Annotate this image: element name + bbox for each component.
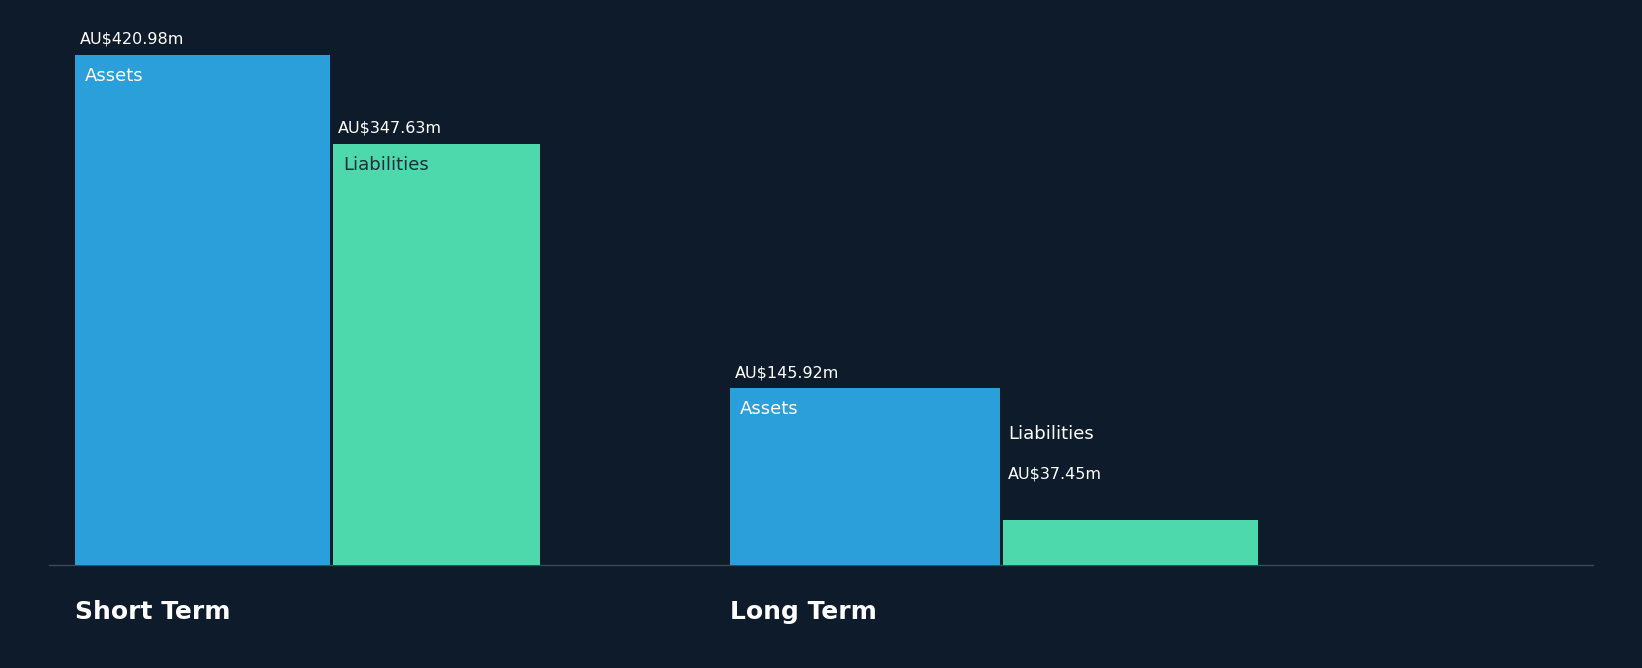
Text: AU$145.92m: AU$145.92m xyxy=(736,365,839,380)
Text: AU$420.98m: AU$420.98m xyxy=(80,32,184,47)
Bar xyxy=(1003,520,1258,565)
Bar xyxy=(731,388,1000,565)
Text: Assets: Assets xyxy=(741,400,798,418)
Text: AU$347.63m: AU$347.63m xyxy=(338,121,442,136)
Text: Liabilities: Liabilities xyxy=(1008,425,1094,443)
Text: AU$37.45m: AU$37.45m xyxy=(1008,466,1102,481)
Text: Assets: Assets xyxy=(85,67,143,85)
Bar xyxy=(76,55,330,565)
Text: Long Term: Long Term xyxy=(731,600,877,624)
Text: Liabilities: Liabilities xyxy=(343,156,429,174)
Text: Short Term: Short Term xyxy=(76,600,230,624)
Bar xyxy=(333,144,540,565)
